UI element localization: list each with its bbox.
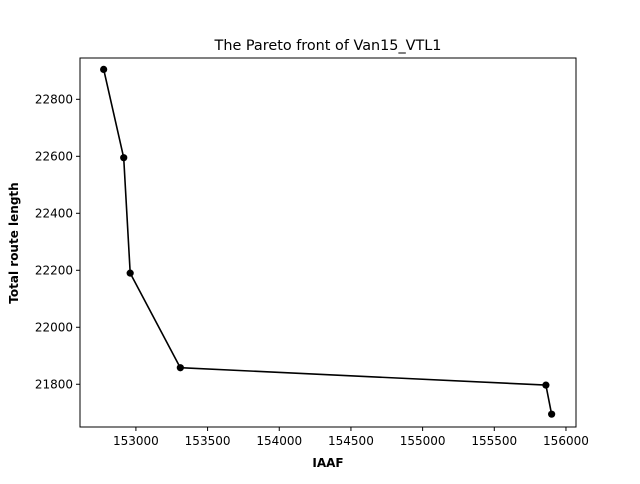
y-tick-label: 22200	[35, 263, 73, 277]
data-point-marker	[120, 154, 128, 162]
x-axis-title: IAAF	[312, 456, 343, 470]
y-tick-label: 21800	[35, 377, 73, 391]
y-axis-title: Total route length	[7, 182, 21, 303]
pareto-front-line	[102, 69, 553, 415]
data-point-marker	[542, 381, 550, 389]
y-tick-label: 22600	[35, 149, 73, 163]
data-point-marker	[100, 65, 108, 73]
y-tick-label: 22800	[35, 92, 73, 106]
y-tick-label: 22400	[35, 206, 73, 220]
y-axis-ticks: 21800 22000 22200 22400 22600 22800	[35, 92, 80, 391]
x-tick-label: 155500	[471, 434, 517, 448]
x-tick-label: 153500	[185, 434, 231, 448]
x-tick-label: 156000	[543, 434, 589, 448]
y-tick-label: 22000	[35, 320, 73, 334]
x-tick-label: 153000	[113, 434, 159, 448]
plot-area-frame	[79, 57, 577, 428]
data-point-marker	[548, 410, 556, 418]
data-point-marker	[176, 364, 184, 372]
x-tick-label: 154500	[328, 434, 374, 448]
x-axis-ticks: 153000 153500 154000 154500 155000 155500 1560…	[113, 427, 589, 448]
x-tick-label: 154000	[256, 434, 302, 448]
data-point-marker	[126, 269, 134, 277]
series-layer	[100, 65, 556, 418]
chart-title: The Pareto front of Van15_VTL1	[214, 38, 442, 54]
x-tick-label: 155000	[400, 434, 446, 448]
